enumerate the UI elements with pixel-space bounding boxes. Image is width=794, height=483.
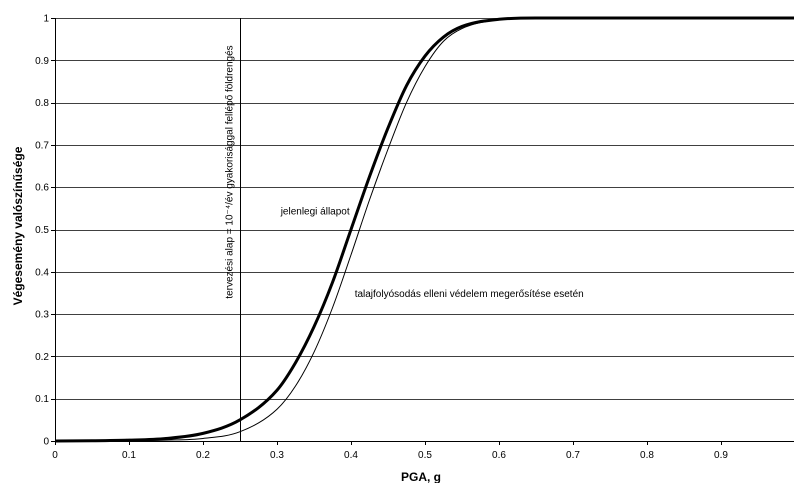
- y-axis-title: Végesemény valószínűsége: [11, 146, 25, 305]
- series-line-reinforced: [54, 17, 794, 442]
- series-lines: [54, 16, 794, 443]
- annotation-1: talajfolyósodás elleni védelem megerősít…: [355, 289, 584, 300]
- y-tick-label-8: 0.8: [35, 98, 49, 109]
- y-tick-label-10: 1: [43, 14, 49, 25]
- y-tick-label-2: 0.2: [35, 352, 49, 363]
- x-axis-title: PGA, g: [401, 470, 441, 483]
- y-tick-label-0: 0: [43, 437, 49, 448]
- x-tick-label-7: 0.7: [566, 450, 580, 461]
- y-tick-label-3: 0.3: [35, 310, 49, 321]
- x-tick-labels: 0 0.1 0.2 0.3 0.4 0.5 0.6 0.7 0.8 0.9: [52, 441, 728, 461]
- x-tick-label-8: 0.8: [640, 450, 654, 461]
- plot-frame: [51, 18, 794, 445]
- reference-line-group: tervezési alap = 10⁻⁴/év gyakorisággal f…: [225, 18, 241, 441]
- x-tick-label-0: 0: [52, 450, 58, 461]
- x-tick-label-1: 0.1: [122, 450, 136, 461]
- x-tick-label-9: 0.9: [714, 450, 728, 461]
- x-tick-label-6: 0.6: [492, 450, 506, 461]
- reference-line-label: tervezési alap = 10⁻⁴/év gyakorisággal f…: [225, 45, 236, 298]
- y-tick-label-7: 0.7: [35, 140, 49, 151]
- annotations: jelenlegi állapot talajfolyósodás elleni …: [280, 207, 584, 300]
- x-tick-label-5: 0.5: [418, 450, 432, 461]
- y-tick-label-6: 0.6: [35, 183, 49, 194]
- gridlines: [55, 18, 794, 400]
- annotation-0: jelenlegi állapot: [280, 207, 350, 218]
- series-line-current-state: [54, 16, 794, 443]
- y-tick-labels: 0 0.1 0.2 0.3 0.4 0.5 0.6 0.7 0.8 0.9 1: [35, 14, 55, 448]
- x-tick-label-3: 0.3: [270, 450, 284, 461]
- y-tick-label-5: 0.5: [35, 225, 49, 236]
- x-tick-label-2: 0.2: [196, 450, 210, 461]
- y-tick-label-4: 0.4: [35, 267, 49, 278]
- y-tick-label-9: 0.9: [35, 56, 49, 67]
- x-tick-label-4: 0.4: [344, 450, 358, 461]
- y-tick-label-1: 0.1: [35, 394, 49, 405]
